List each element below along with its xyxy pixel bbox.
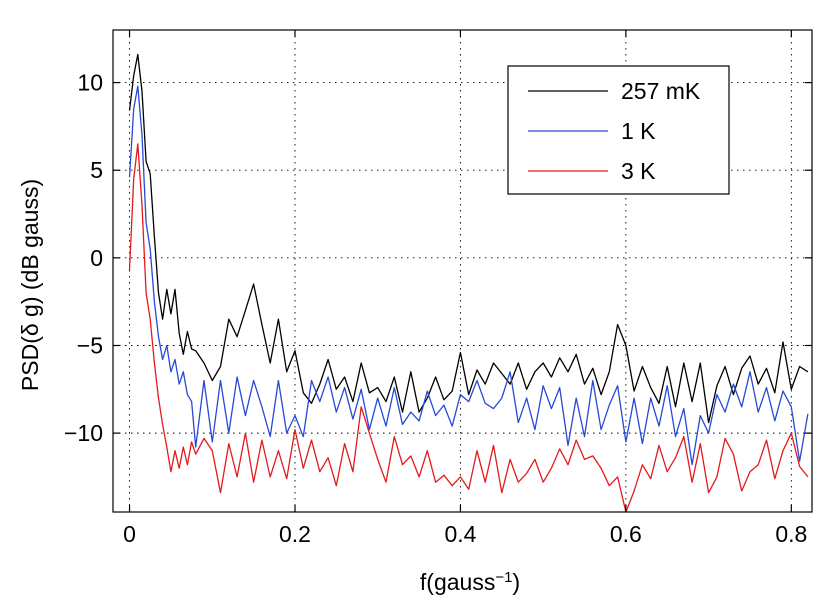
legend-box: [507, 65, 730, 195]
y-tick-label: −5: [77, 332, 103, 358]
x-tick-label: 0: [123, 521, 136, 547]
series-line-1-k: [128, 85, 809, 466]
y-tick-label: 5: [90, 157, 103, 183]
x-tick-label: 0.2: [279, 521, 311, 547]
legend-label-3k: 3 K: [621, 158, 656, 184]
y-tick-label: −10: [64, 420, 103, 446]
x-axis-label-exponent: −1: [495, 569, 512, 586]
x-tick-label: 0.4: [444, 521, 476, 547]
x-axis-label: f(gauss−1): [420, 569, 520, 596]
y-axis-label: PSD(δ g) (dB gauss): [17, 179, 43, 391]
y-tick-label: 0: [90, 245, 103, 271]
y-tick-label: 10: [77, 70, 103, 96]
legend: 257 mK 1 K 3 K: [507, 65, 730, 195]
x-tick-label: 0.8: [775, 521, 807, 547]
legend-label-1k: 1 K: [621, 118, 656, 144]
x-tick-label: 0.6: [610, 521, 642, 547]
series-line-257-mk: [128, 53, 809, 424]
series-lines: [128, 53, 809, 512]
series-line-3-k: [128, 143, 809, 512]
legend-label-257mk: 257 mK: [621, 78, 701, 104]
x-axis-label-suffix: ): [512, 569, 520, 595]
axes-frame: [112, 29, 813, 513]
x-axis-label-main: f(gauss: [420, 569, 495, 595]
axis-ticks: 0 0.2 0.4 0.6 0.8 10 5 0 −5 −10: [64, 30, 812, 547]
